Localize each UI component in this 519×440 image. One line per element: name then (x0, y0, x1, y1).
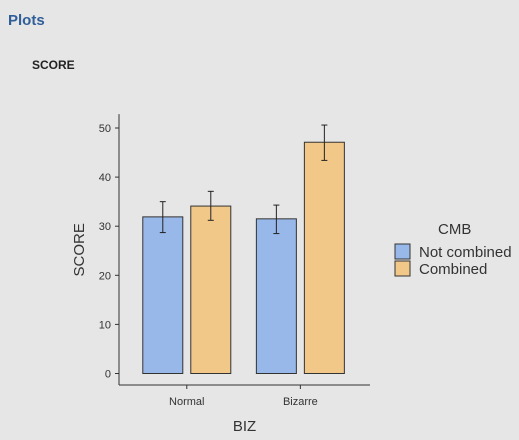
legend-label: Combined (419, 261, 487, 278)
y-tick-label: 20 (99, 270, 111, 282)
y-axis-title: SCORE (71, 223, 88, 276)
chart-title: SCORE (32, 58, 75, 72)
bar (255, 218, 297, 374)
bar (142, 216, 184, 374)
legend-swatch (394, 260, 411, 277)
y-tick-label: 10 (99, 319, 111, 331)
legend-label: Not combined (419, 244, 512, 261)
bar (190, 205, 232, 374)
x-tick-label: Bizarre (283, 396, 318, 408)
bar (303, 141, 345, 374)
x-tick-label: Normal (169, 396, 204, 408)
legend-title: CMB (438, 221, 471, 238)
legend-swatch (394, 243, 411, 260)
y-tick-label: 50 (99, 123, 111, 135)
x-axis-title: BIZ (233, 418, 256, 435)
y-tick-label: 40 (99, 172, 111, 184)
y-tick-label: 0 (105, 369, 111, 381)
y-tick-label: 30 (99, 221, 111, 233)
panel-title: Plots (8, 12, 45, 29)
